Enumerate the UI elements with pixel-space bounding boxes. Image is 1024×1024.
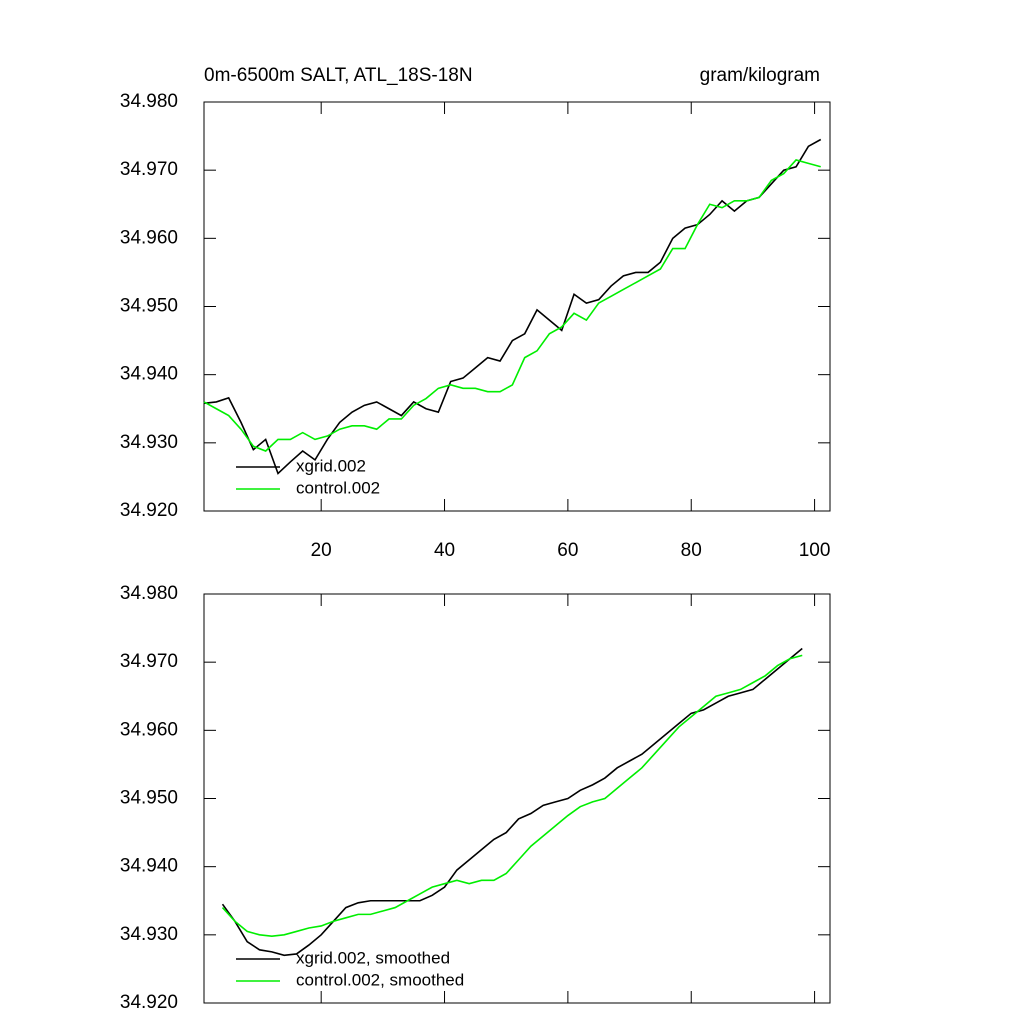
series-line [221, 654, 803, 938]
units-label: gram/kilogram [700, 65, 820, 86]
y-tick-label: 34.980 [120, 583, 178, 604]
x-tick-label: 100 [799, 540, 831, 561]
y-tick-label: 34.950 [120, 788, 178, 809]
y-tick-label: 34.930 [120, 432, 178, 453]
y-tick-label: 34.960 [120, 719, 178, 740]
y-tick-label: 34.970 [120, 651, 178, 672]
legend-label: control.002, smoothed [296, 970, 464, 989]
series-line [203, 159, 821, 452]
legend-label: control.002 [296, 478, 380, 497]
y-tick-label: 34.970 [120, 159, 178, 180]
series-line [221, 647, 803, 957]
y-tick-label: 34.920 [120, 500, 178, 521]
y-tick-label: 34.960 [120, 227, 178, 248]
x-tick-label: 20 [311, 540, 332, 561]
y-tick-label: 34.980 [120, 91, 178, 112]
y-tick-label: 34.950 [120, 296, 178, 317]
chart-title: 0m-6500m SALT, ATL_18S-18N [204, 65, 473, 86]
plot-frame [203, 101, 831, 512]
y-tick-label: 34.930 [120, 924, 178, 945]
legend-label: xgrid.002 [296, 456, 366, 475]
legend-label: xgrid.002, smoothed [296, 948, 450, 967]
y-tick-label: 34.940 [120, 364, 178, 385]
plot-frame [203, 593, 831, 1004]
x-tick-label: 60 [557, 540, 578, 561]
x-tick-label: 40 [434, 540, 455, 561]
x-tick-label: 80 [681, 540, 702, 561]
y-tick-label: 34.940 [120, 856, 178, 877]
y-tick-label: 34.920 [120, 992, 178, 1013]
series-line [203, 138, 822, 475]
